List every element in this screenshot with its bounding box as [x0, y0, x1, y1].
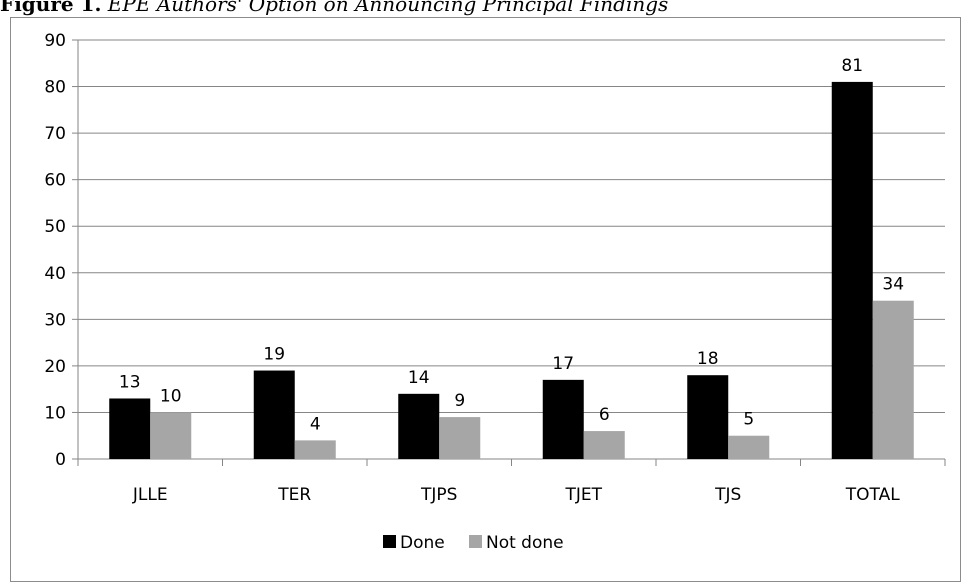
y-tick-label: 40: [44, 264, 66, 284]
y-tick-label: 30: [44, 310, 66, 330]
bar-done: [253, 370, 295, 459]
bar-not-done: [150, 412, 192, 459]
bar-not-done: [294, 440, 336, 459]
x-tick-label: TER: [277, 485, 311, 505]
y-tick-label: 70: [44, 124, 66, 144]
legend-swatch-done: [383, 535, 396, 548]
data-label-done: 81: [841, 56, 863, 76]
bar-done: [831, 81, 873, 460]
bar-done: [398, 393, 440, 459]
figure-caption-prefix: Figure 1.: [0, 0, 102, 16]
legend-swatch-not-done: [469, 535, 482, 548]
y-tick-label: 0: [55, 450, 66, 470]
data-label-not-done: 34: [882, 275, 904, 295]
data-label-done: 19: [263, 345, 285, 365]
y-tick-label: 50: [44, 217, 66, 237]
y-tick-label: 10: [44, 403, 66, 423]
data-label-done: 17: [552, 354, 574, 374]
legend-label-done: Done: [400, 533, 445, 553]
data-label-not-done: 4: [310, 414, 321, 434]
data-label-not-done: 5: [743, 410, 754, 430]
x-tick-label: TJET: [564, 485, 602, 505]
y-tick-label: 60: [44, 171, 66, 191]
x-tick-label: TOTAL: [845, 485, 900, 505]
figure-caption: Figure 1. EPE Authors' Option on Announc…: [0, 0, 962, 16]
figure-caption-text: EPE Authors' Option on Announcing Princi…: [101, 0, 669, 16]
y-tick-label: 80: [44, 78, 66, 98]
x-tick-label: JLLE: [132, 485, 168, 505]
x-tick-label: TJPS: [420, 485, 457, 505]
data-label-done: 13: [119, 372, 141, 392]
legend-label-not-done: Not done: [486, 533, 564, 553]
data-label-not-done: 9: [454, 391, 465, 411]
y-tick-label: 90: [44, 31, 66, 51]
data-label-done: 14: [408, 368, 430, 388]
bar-not-done: [583, 431, 625, 459]
bar-done: [687, 375, 729, 459]
bar-not-done: [728, 435, 770, 459]
bar-done: [109, 398, 151, 459]
bar-not-done: [872, 300, 914, 459]
chart-frame: [10, 17, 961, 582]
y-tick-label: 20: [44, 357, 66, 377]
bar-done: [542, 379, 584, 459]
bar-not-done: [439, 417, 481, 459]
x-tick-label: TJS: [714, 485, 741, 505]
data-label-not-done: 10: [160, 386, 182, 406]
data-label-not-done: 6: [599, 405, 610, 425]
data-label-done: 18: [697, 349, 719, 369]
